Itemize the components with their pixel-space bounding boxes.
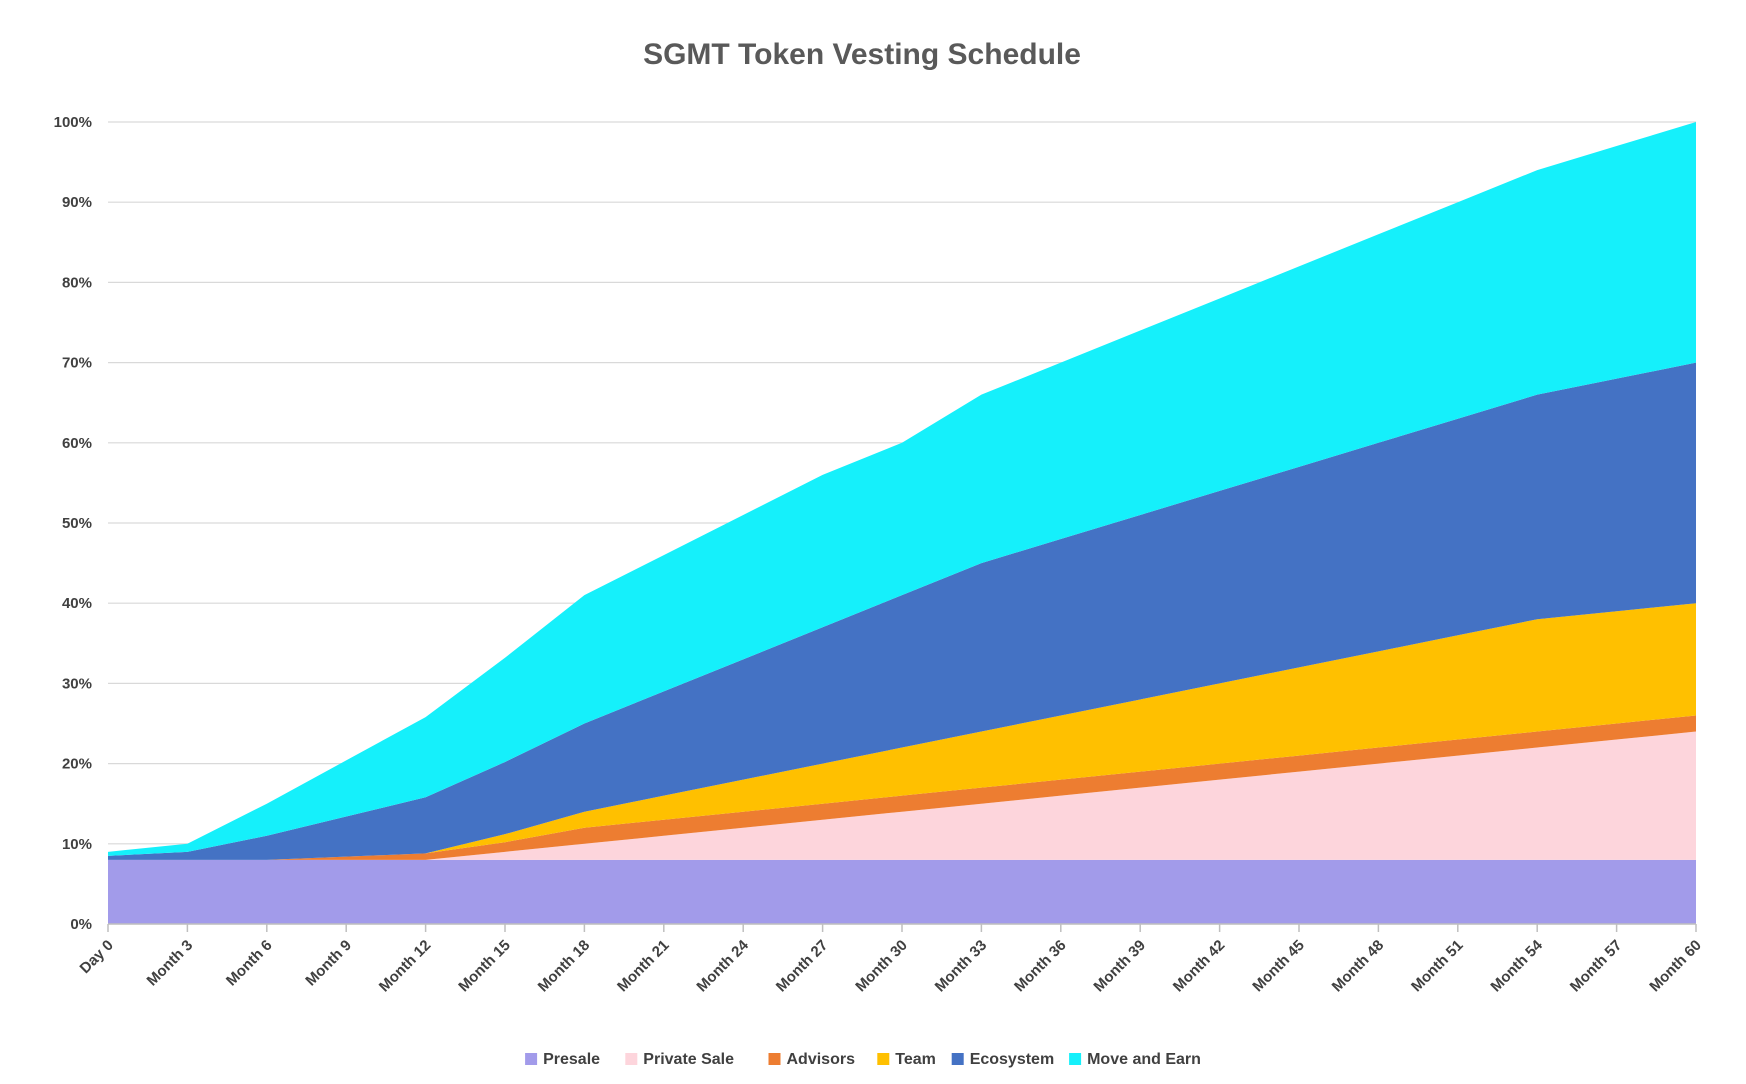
- legend-label: Ecosystem: [970, 1051, 1054, 1068]
- legend-item-presale: Presale: [525, 1051, 600, 1068]
- x-tick-label: Month 30: [852, 937, 911, 996]
- x-tick-label: Month 54: [1487, 936, 1546, 995]
- legend-label: Private Sale: [643, 1051, 734, 1068]
- legend-swatch: [1069, 1053, 1082, 1065]
- y-tick-label: 60%: [62, 435, 92, 452]
- area-ecosystem: [108, 362, 1696, 860]
- y-tick-label: 10%: [62, 836, 92, 853]
- legend-swatch: [768, 1053, 781, 1065]
- x-axis: Day 0 Month 3 Month 6 Month 9 Month 12 Month …: [77, 923, 1705, 996]
- legend-label: Advisors: [787, 1051, 856, 1068]
- x-tick-label: Month 48: [1329, 937, 1388, 996]
- x-tick-label: Month 18: [535, 937, 594, 996]
- y-axis: 0% 10% 20% 30% 40% 50% 60% 70% 80% 90% 100%: [54, 114, 92, 933]
- x-tick-label: Month 57: [1567, 937, 1626, 996]
- y-tick-label: 70%: [62, 355, 92, 372]
- chart-title: SGMT Token Vesting Schedule: [643, 38, 1081, 71]
- legend-item-team: Team: [877, 1051, 936, 1068]
- y-tick-label: 30%: [62, 675, 92, 692]
- x-tick-label: Month 21: [614, 937, 673, 996]
- x-tick-label: Month 12: [376, 937, 435, 996]
- legend-swatch: [625, 1053, 638, 1065]
- legend-item-move-and-earn: Move and Earn: [1069, 1051, 1201, 1068]
- x-tick-label: Month 9: [302, 937, 355, 990]
- legend-label: Move and Earn: [1087, 1051, 1201, 1068]
- x-tick-label: Month 42: [1170, 937, 1229, 996]
- area-presale: [108, 859, 1696, 924]
- x-tick-label: Month 27: [773, 937, 832, 996]
- legend-item-ecosystem: Ecosystem: [951, 1051, 1054, 1068]
- y-tick-label: 40%: [62, 595, 92, 612]
- y-tick-label: 0%: [70, 916, 92, 933]
- x-tick-label: Month 60: [1646, 937, 1705, 996]
- x-tick-label: Month 15: [455, 937, 514, 996]
- legend-label: Team: [895, 1051, 936, 1068]
- y-tick-label: 90%: [62, 194, 92, 211]
- area-move-and-earn: [108, 122, 1696, 856]
- y-tick-label: 20%: [62, 756, 92, 773]
- x-tick-label: Month 36: [1011, 937, 1070, 996]
- y-tick-label: 80%: [62, 274, 92, 291]
- x-tick-label: Month 45: [1249, 937, 1308, 996]
- y-tick-label: 100%: [54, 114, 92, 131]
- legend-swatch: [951, 1053, 964, 1065]
- x-tick-label: Month 3: [144, 937, 197, 990]
- legend-swatch: [877, 1053, 890, 1065]
- x-tick-label: Month 51: [1408, 937, 1467, 996]
- legend: Presale Private Sale Advisors Team Ecosystem…: [525, 1051, 1201, 1068]
- area-series: [108, 122, 1696, 924]
- x-tick-label: Month 6: [223, 937, 276, 990]
- legend-item-advisors: Advisors: [768, 1051, 856, 1068]
- x-tick-label: Month 33: [932, 937, 991, 996]
- legend-item-private-sale: Private Sale: [625, 1051, 734, 1068]
- legend-label: Presale: [543, 1051, 600, 1068]
- x-tick-label: Month 24: [693, 936, 752, 995]
- x-tick-label: Day 0: [77, 937, 117, 977]
- x-tick-label: Month 39: [1090, 937, 1149, 996]
- area-private-sale: [108, 731, 1696, 860]
- y-tick-label: 50%: [62, 515, 92, 532]
- legend-swatch: [525, 1053, 538, 1065]
